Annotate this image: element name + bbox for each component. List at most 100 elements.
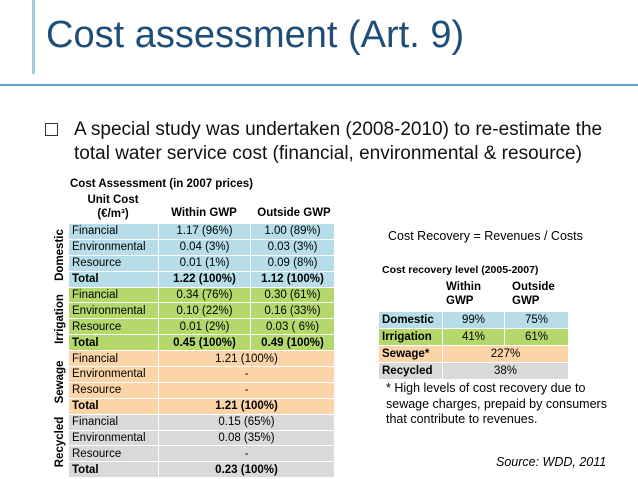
combined-value: 1.21 (100%) [158,350,335,368]
row-label: Total [68,397,159,415]
table-row: Domestic 99% 75% [378,311,569,329]
row-label: Domestic [378,311,443,329]
within-gwp-header: Within GWP [171,207,237,219]
unit-cost-unit: (€/m³) [97,208,129,220]
table-row: Financial 1.21 (100%) [52,350,335,415]
row-label: Total [68,334,159,352]
cost-recovery-table: Domestic 99% 75% Irrigation 41% 61% Sewa… [378,311,569,380]
group-label-irrigation: Irrigation [52,287,68,351]
outside-value: 0.03 (3%) [250,238,335,256]
combined-value: 0.08 (35%) [158,429,335,447]
unit-cost-label: Unit Cost [87,194,139,206]
row-label: Financial [68,350,159,368]
combined-value: 38% [442,362,569,380]
table-row: Resource - [53,381,335,399]
group-label-text: Sewage [54,360,66,404]
within-value: 41% [442,328,505,346]
outside-value: 1.12 (100%) [250,270,335,288]
group-label-domestic: Domestic [52,223,68,287]
cost-recovery-formula: Cost Recovery = Revenues / Costs [388,229,583,243]
recovery-within-header: Within GWP [446,280,506,308]
within-value: 0.45 (100%) [158,334,251,352]
group-label-text: Recycled [54,416,66,468]
table-row: Resource - [53,445,335,463]
title-divider [0,84,638,86]
table-row: Total 0.23 (100%) [53,461,335,479]
row-label: Environmental [68,238,159,256]
row-label: Financial [68,223,159,240]
row-label: Financial [68,286,159,304]
combined-value: 0.15 (65%) [158,413,335,431]
footnote: * High levels of cost recovery due to se… [386,381,607,426]
outside-value: 0.49 (100%) [250,334,335,352]
cost-table-title: Cost Assessment (in 2007 prices) [70,178,254,190]
bullet-text: A special study was undertaken (2008-201… [74,119,603,164]
bullet-text-container: A special study was undertaken (2008-201… [74,118,614,174]
table-row: Recycled 38% [378,362,569,380]
row-label: Irrigation [378,328,443,346]
slide-title: Cost assessment (Art. 9) [46,14,465,56]
group-label-text: Irrigation [54,294,66,344]
row-label: Environmental [68,302,159,320]
within-value: 0.01 (1%) [158,254,251,272]
table-row: Financial 0.34 (76%) 0.30 (61%) [52,286,335,352]
row-label: Total [68,270,159,288]
combined-value: - [158,445,335,463]
source-citation: Source: WDD, 2011 [496,455,607,469]
within-value: 1.22 (100%) [158,270,251,288]
combined-value: - [158,381,335,399]
row-label: Resource [68,318,159,336]
table-row: Total 1.22 (100%) 1.12 (100%) [53,270,335,288]
outside-value: 0.30 (61%) [250,286,335,304]
outside-gwp-header: Outside GWP [257,207,331,219]
within-value: 1.17 (96%) [158,223,251,240]
outside-value: 75% [504,311,569,329]
row-label: Recycled [378,362,443,380]
row-label: Financial [68,413,159,431]
unit-cost-header: Unit Cost (€/m³) [68,193,158,221]
row-label: Resource [68,254,159,272]
table-row: Resource 0.01 (2%) 0.03 ( 6%) [53,318,335,336]
combined-value: - [158,366,335,383]
header-line: GWP [512,295,540,307]
bullet-square-icon [45,123,58,136]
header-line: Outside [512,281,555,293]
group-label-sewage: Sewage [52,350,68,414]
within-value: 0.34 (76%) [158,286,251,304]
row-label: Resource [68,381,159,399]
table-row: Sewage* 227% [378,345,569,363]
table-row: Total 0.45 (100%) 0.49 (100%) [53,334,335,352]
outside-value: 0.09 (8%) [250,254,335,272]
within-value: 99% [442,311,505,329]
table-row: Total 1.21 (100%) [53,397,335,415]
row-label: Environmental [68,429,159,447]
within-value: 0.10 (22%) [158,302,251,320]
recovery-outside-header: Outside GWP [512,280,572,308]
table-row: Environmental 0.08 (35%) [53,429,335,447]
table-row: Environmental 0.04 (3%) 0.03 (3%) [53,238,335,256]
table-row: Environmental - [53,366,335,383]
outside-value: 0.16 (33%) [250,302,335,320]
header-line: GWP [446,295,474,307]
accent-bar [32,0,35,74]
table-row: Irrigation 41% 61% [378,328,569,346]
table-row: Financial 0.15 (65%) [52,413,335,479]
outside-value: 61% [504,328,569,346]
recovery-table-title: Cost recovery level (2005-2007) [382,264,539,276]
row-label: Total [68,461,159,479]
within-value: 0.01 (2%) [158,318,251,336]
group-cell-recycled [52,413,69,479]
group-label-text: Domestic [54,229,66,281]
combined-value: 0.23 (100%) [158,461,335,479]
outside-value: 0.03 ( 6%) [250,318,335,336]
within-value: 0.04 (3%) [158,238,251,256]
combined-value: 227% [442,345,569,363]
row-label: Resource [68,445,159,463]
cost-assessment-table: Financial 1.17 (96%) 1.00 (89%) Environm… [52,223,335,479]
table-row: Financial 1.17 (96%) 1.00 (89%) [52,223,335,288]
table-row: Resource 0.01 (1%) 0.09 (8%) [53,254,335,272]
group-label-recycled: Recycled [52,414,68,470]
combined-value: 1.21 (100%) [158,397,335,415]
row-label: Environmental [68,366,159,383]
table-row: Environmental 0.10 (22%) 0.16 (33%) [53,302,335,320]
